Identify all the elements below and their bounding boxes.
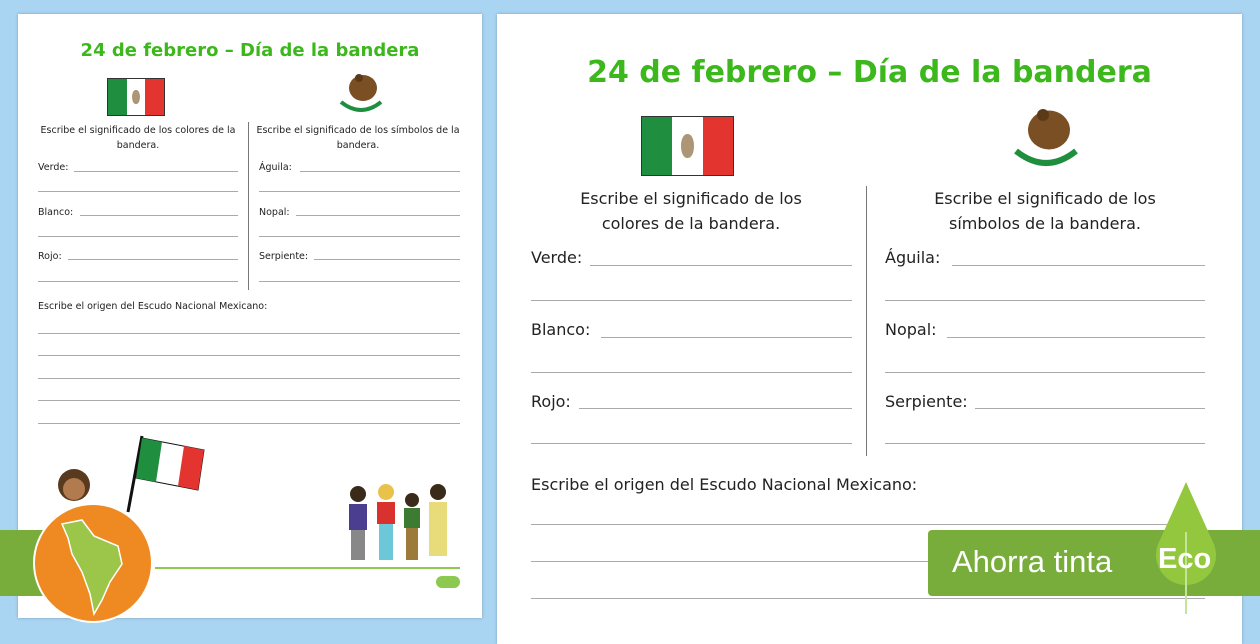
symbols-prompt: Escribe el significado de los símbolos d… xyxy=(256,125,460,151)
eco-banner-label: Ahorra tinta xyxy=(952,544,1113,579)
column-divider xyxy=(248,122,249,290)
blanco-label: Blanco: xyxy=(531,320,591,339)
nopal-label: Nopal: xyxy=(259,207,290,218)
children-illustration xyxy=(349,484,447,560)
verde-label: Verde: xyxy=(531,248,583,267)
column-divider xyxy=(866,186,867,456)
mexican-flag-icon xyxy=(107,78,165,116)
symbols-prompt: Escribe el significado de los símbolos d… xyxy=(934,189,1156,233)
footer-logo xyxy=(436,576,460,588)
eagle-emblem-icon xyxy=(339,74,383,112)
leaf-icon xyxy=(1156,482,1216,614)
page-title: 24 de febrero – Día de la bandera xyxy=(587,55,1152,90)
eagle-emblem-icon xyxy=(1014,109,1078,166)
serpiente-label: Serpiente: xyxy=(259,251,309,262)
origin-prompt: Escribe el origen del Escudo Nacional Me… xyxy=(531,475,918,494)
blanco-label: Blanco: xyxy=(38,207,74,218)
verde-label: Verde: xyxy=(38,162,69,173)
rojo-label: Rojo: xyxy=(38,251,62,262)
colors-prompt: Escribe el significado de los colores de… xyxy=(580,189,802,233)
mexican-flag-icon xyxy=(641,116,734,176)
colors-prompt: Escribe el significado de los colores de… xyxy=(40,125,236,151)
eco-badge: Eco xyxy=(1158,543,1212,575)
page-title: 24 de febrero – Día de la bandera xyxy=(80,40,420,61)
aguila-label: Águila: xyxy=(259,162,292,173)
nopal-label: Nopal: xyxy=(885,320,937,339)
footer-line xyxy=(155,567,460,569)
globe-south-america-icon xyxy=(33,503,153,623)
eco-banner[interactable]: Ahorra tinta xyxy=(928,530,1260,596)
aguila-label: Águila: xyxy=(885,248,941,267)
serpiente-label: Serpiente: xyxy=(885,392,968,411)
child-illustration xyxy=(58,469,90,501)
flag-on-pole-illustration xyxy=(126,435,205,513)
rojo-label: Rojo: xyxy=(531,392,571,411)
origin-prompt: Escribe el origen del Escudo Nacional Me… xyxy=(38,301,268,312)
